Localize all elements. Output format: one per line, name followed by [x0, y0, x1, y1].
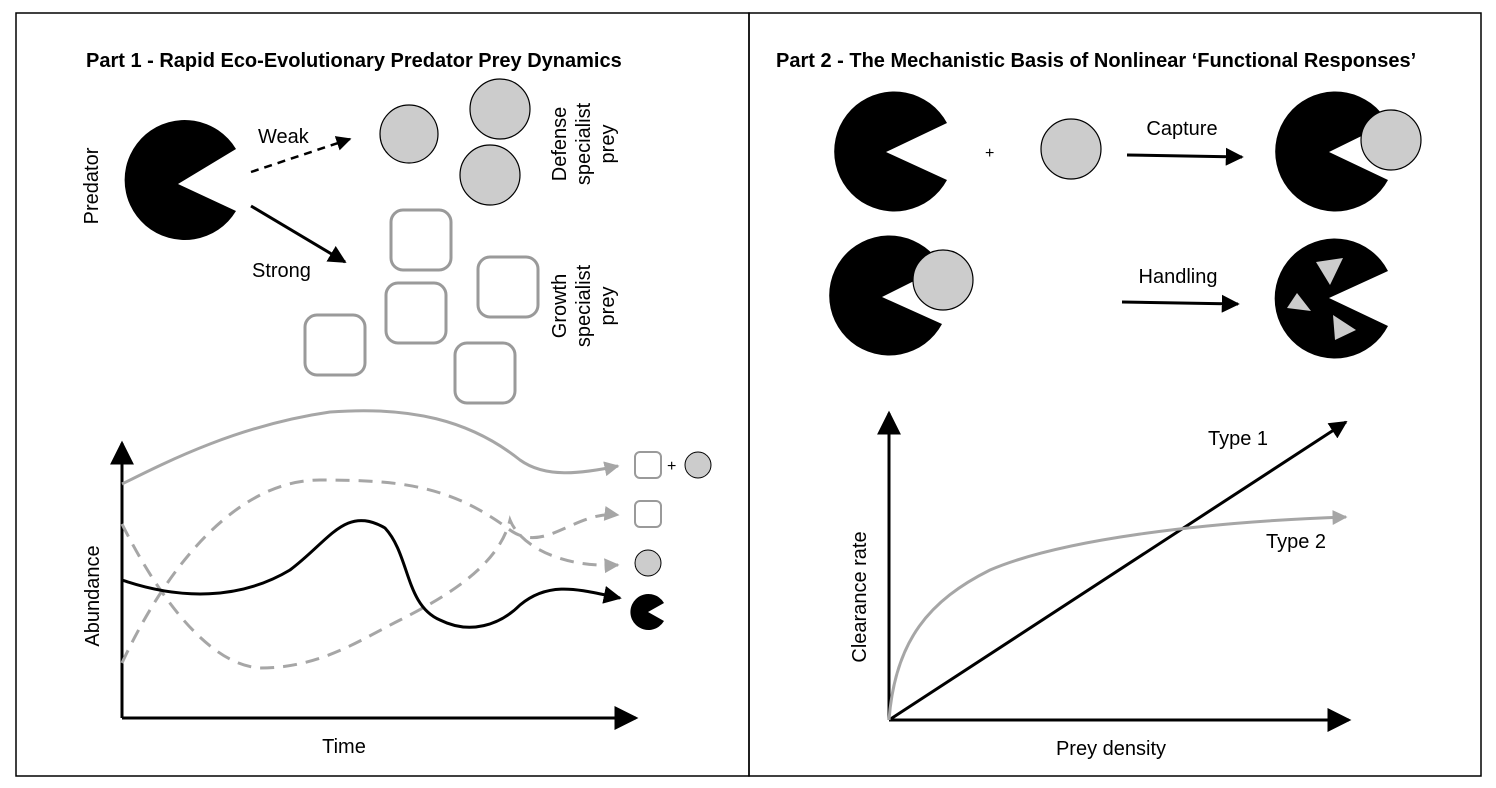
defense-label-line1: Defense: [549, 107, 571, 182]
growth-prey-square: [453, 341, 517, 405]
part1-title: Part 1 - Rapid Eco-Evolutionary Predator…: [86, 50, 622, 72]
handling-arrow: [1121, 294, 1240, 313]
plot2-xlabel: Prey density: [1056, 738, 1166, 760]
legend-square-icon: [634, 451, 662, 479]
strong-arrow: [250, 204, 347, 264]
defense-prey-circle: [469, 78, 531, 140]
handled-prey-circle: [912, 249, 974, 311]
predator-icon: [834, 91, 947, 212]
defense-label-line3: prey: [597, 125, 619, 164]
handling-label: Handling: [1139, 266, 1218, 288]
type2-label: Type 2: [1266, 531, 1326, 553]
defense-prey-circle: [459, 144, 521, 206]
strong-label: Strong: [252, 260, 311, 282]
legend-plus: +: [667, 458, 676, 475]
legend-circle-icon: [634, 549, 662, 577]
predator-curve: [121, 519, 622, 629]
digesting-predator-icon: [1274, 238, 1388, 359]
legend-predator-icon: [630, 594, 664, 630]
prey-fragment-icon: [1287, 293, 1311, 311]
defense-prey-curve: [120, 515, 620, 670]
part2-title: Part 2 - The Mechanistic Basis of Nonlin…: [776, 50, 1416, 72]
total-prey-curve: [121, 409, 620, 486]
predator-icon: [124, 120, 236, 240]
growth-prey-square: [389, 208, 453, 272]
growth-prey-square: [476, 255, 540, 319]
type1-line: [888, 420, 1348, 722]
weak-label: Weak: [258, 126, 310, 148]
capture-arrow: [1126, 147, 1244, 166]
prey-fragment-icon: [1333, 315, 1356, 340]
growth-label-line2: specialist: [573, 264, 595, 347]
defense-prey-circle: [379, 104, 439, 164]
predator-with-prey-icon: [1275, 91, 1388, 212]
growth-label-line3: prey: [597, 287, 619, 326]
growth-prey-square: [384, 281, 448, 345]
prey-fragment-icon: [1316, 258, 1343, 285]
type1-label: Type 1: [1208, 428, 1268, 450]
captured-prey-circle: [1360, 109, 1422, 171]
plus-sign: +: [985, 145, 994, 162]
defense-label-line2: specialist: [573, 102, 595, 185]
growth-prey-square: [303, 313, 367, 377]
weak-arrow: [250, 136, 352, 174]
legend-circle-icon: [684, 451, 712, 479]
plot1-ylabel: Abundance: [82, 545, 104, 646]
growth-label-line1: Growth: [549, 274, 571, 338]
plot2-ylabel: Clearance rate: [849, 531, 871, 662]
legend-square-icon: [634, 500, 662, 528]
panel-2-frame: [748, 12, 1482, 777]
type2-curve: [887, 509, 1348, 721]
prey-circle: [1040, 118, 1102, 180]
plot1-xlabel: Time: [322, 736, 366, 758]
capture-label: Capture: [1146, 118, 1217, 140]
predator-with-prey-icon: [829, 235, 942, 356]
predator-label: Predator: [81, 147, 103, 224]
growth-prey-curve: [120, 478, 620, 664]
